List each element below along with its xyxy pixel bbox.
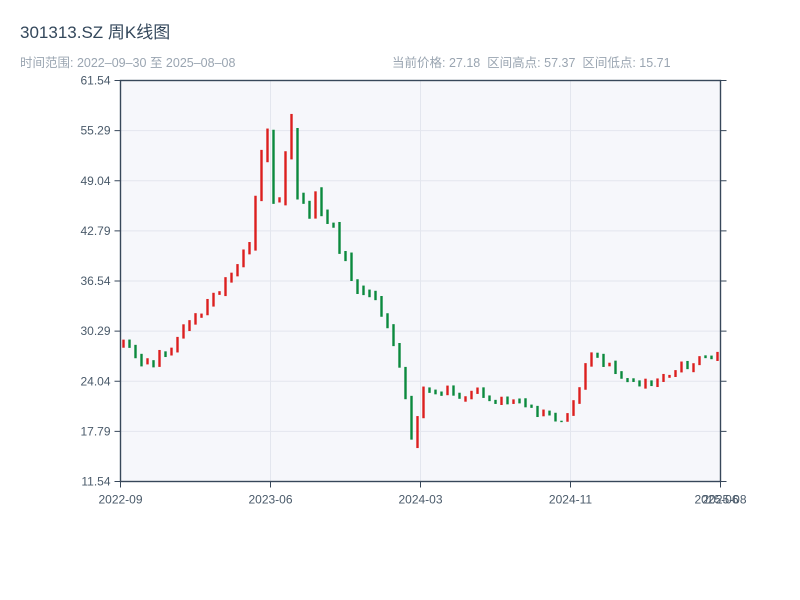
svg-text:61.54: 61.54 [80, 74, 110, 88]
svg-text:2024-03: 2024-03 [398, 493, 442, 507]
svg-text:30.29: 30.29 [80, 324, 110, 338]
svg-text:2024-11: 2024-11 [549, 493, 592, 507]
svg-text:55.29: 55.29 [80, 124, 110, 138]
svg-text:17.79: 17.79 [80, 424, 110, 438]
svg-text:2023-06: 2023-06 [248, 493, 292, 507]
svg-text:24.04: 24.04 [80, 374, 110, 388]
svg-text:2022-09: 2022-09 [98, 493, 142, 507]
svg-text:49.04: 49.04 [80, 174, 110, 188]
svg-text:2025-08: 2025-08 [702, 493, 746, 507]
svg-text:36.54: 36.54 [80, 274, 110, 288]
svg-text:11.54: 11.54 [81, 475, 110, 489]
svg-text:42.79: 42.79 [80, 224, 110, 238]
